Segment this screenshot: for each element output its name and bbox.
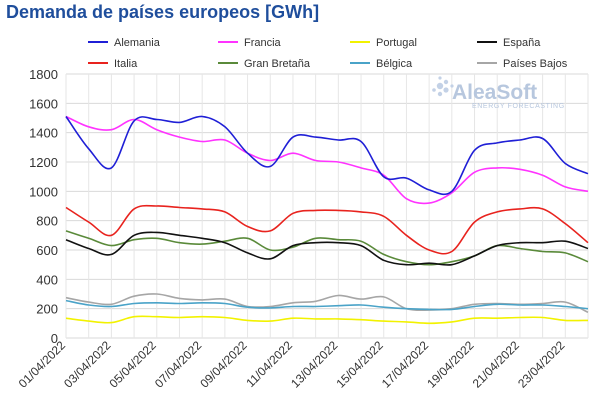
legend-label: Portugal: [376, 37, 417, 49]
legend: Alemania Francia Portugal España Italia Gran …: [88, 37, 568, 70]
x-tick-label: 15/04/2022: [333, 338, 386, 391]
logo-dot: [432, 88, 436, 92]
logo-dot: [437, 91, 443, 97]
x-tick-label: 11/04/2022: [243, 338, 295, 390]
legend-label: Bélgica: [376, 58, 413, 70]
x-tick-label: 09/04/2022: [197, 338, 250, 391]
y-tick-label: 600: [36, 243, 58, 258]
y-tick-label: 800: [36, 214, 58, 229]
y-axis: 0 200 400 600 800 1000 1200 1400 1600 1800: [29, 67, 58, 346]
y-tick-label: 0: [51, 331, 58, 346]
x-tick-label: 01/04/2022: [16, 338, 69, 391]
watermark-logo: AleaSoft ENERGY FORECASTING: [432, 76, 565, 110]
logo-dot: [438, 76, 442, 80]
series-line-gran-bretaña: [65, 230, 589, 266]
x-tick-label: 05/04/2022: [107, 338, 160, 391]
logo-dot: [443, 79, 449, 85]
series-line-francia: [65, 115, 589, 205]
series-line-alemania: [65, 115, 589, 196]
series-line-italia: [65, 204, 589, 255]
legend-label: España: [503, 37, 541, 49]
x-axis: 01/04/202203/04/202205/04/202207/04/2022…: [16, 338, 568, 391]
y-tick-label: 400: [36, 272, 58, 287]
y-tick-label: 1000: [29, 184, 58, 199]
chart-title: Demanda de países europeos [GWh]: [6, 2, 320, 22]
logo-dot: [450, 84, 454, 88]
logo-dot: [436, 82, 444, 90]
x-tick-label: 23/04/2022: [515, 338, 568, 391]
legend-label: Países Bajos: [503, 58, 568, 70]
legend-label: Francia: [244, 37, 282, 49]
x-tick-label: 03/04/2022: [61, 338, 114, 391]
series-lines: [65, 115, 589, 325]
y-tick-label: 200: [36, 302, 58, 317]
x-tick-label: 13/04/2022: [288, 338, 341, 391]
watermark-subtitle: ENERGY FORECASTING: [472, 103, 565, 110]
x-tick-label: 19/04/2022: [424, 338, 477, 391]
legend-label: Alemania: [114, 37, 161, 49]
legend-label: Italia: [114, 58, 138, 70]
series-line-españa: [65, 231, 589, 266]
x-tick-label: 17/04/2022: [379, 338, 432, 391]
y-tick-label: 1800: [29, 67, 58, 82]
aleasoft-logo-icon: [432, 76, 454, 97]
legend-label: Gran Bretaña: [244, 58, 311, 70]
series-line-bélgica: [65, 299, 589, 311]
y-tick-label: 1400: [29, 126, 58, 141]
x-tick-label: 21/04/2022: [470, 338, 523, 391]
watermark-brand: AleaSoft: [452, 81, 537, 104]
y-tick-label: 1200: [29, 155, 58, 170]
logo-dot: [443, 87, 449, 93]
series-line-portugal: [65, 315, 589, 325]
y-tick-label: 1600: [29, 96, 58, 111]
x-tick-label: 07/04/2022: [152, 338, 205, 391]
